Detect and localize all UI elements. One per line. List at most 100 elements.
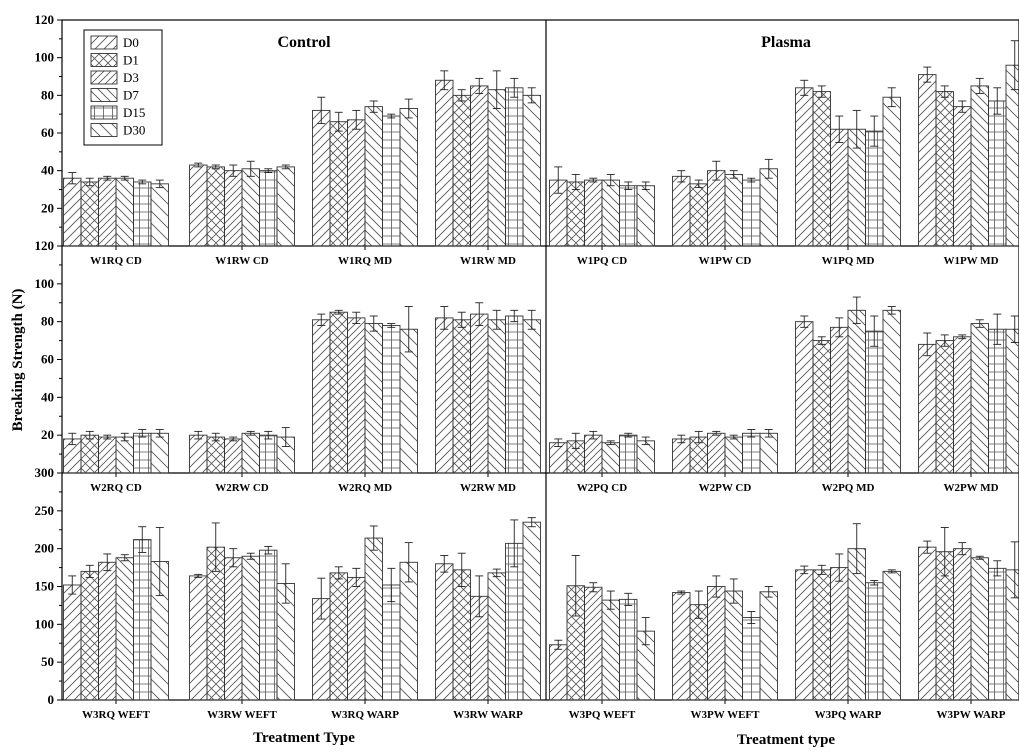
bar-d1: [330, 312, 348, 473]
bar-d15: [989, 329, 1007, 473]
bar-d3: [708, 171, 726, 246]
bar-d30: [523, 522, 541, 700]
bar-d3: [708, 587, 726, 701]
bar-d15: [989, 101, 1007, 246]
legend-label-d30: D30: [123, 123, 145, 138]
category-label: W1RQ CD: [90, 255, 142, 267]
bar-d30: [151, 184, 169, 246]
bar-d7: [971, 558, 989, 700]
bar-d1: [453, 570, 471, 700]
bar-d0: [436, 564, 454, 700]
x-axis-title-left: Treatment Type: [253, 730, 355, 746]
bar-d7: [365, 107, 383, 246]
bar-d0: [190, 435, 208, 473]
bar-d30: [637, 441, 655, 473]
bar-d3: [225, 558, 243, 700]
bar-d30: [523, 320, 541, 473]
bar-d30: [760, 433, 778, 473]
bar-d0: [919, 547, 937, 700]
y-tick-label: 100: [35, 50, 55, 65]
legend-swatch-d1: [91, 54, 117, 67]
y-tick-label: 60: [41, 352, 54, 367]
bar-d1: [81, 571, 99, 700]
bar-d30: [760, 592, 778, 700]
y-tick-label: 60: [41, 125, 54, 140]
y-tick-label: 0: [48, 692, 55, 707]
category-label: W2PQ MD: [822, 482, 875, 494]
bar-d1: [567, 182, 585, 246]
legend-swatch-d30: [91, 124, 117, 137]
category-label: W1RW CD: [215, 255, 269, 267]
bar-d1: [936, 341, 954, 473]
bar-d0: [64, 585, 82, 700]
bar-d30: [637, 186, 655, 246]
category-label: W3PW WARP: [937, 709, 1006, 721]
bar-d3: [954, 107, 972, 246]
bar-d30: [760, 169, 778, 246]
legend-label-d7: D7: [123, 88, 139, 103]
bar-d7: [116, 178, 134, 246]
bar-d0: [919, 344, 937, 473]
y-tick-label: 80: [41, 87, 54, 102]
bar-d7: [971, 324, 989, 473]
panel-title-plasma: Plasma: [761, 34, 811, 51]
bar-d15: [260, 550, 278, 700]
bar-d30: [1006, 329, 1019, 473]
bar-d1: [330, 122, 348, 246]
bar-d3: [99, 437, 117, 473]
bar-d15: [620, 435, 638, 473]
legend-label-d15: D15: [123, 105, 145, 120]
y-tick-label: 120: [35, 238, 55, 253]
bar-d30: [151, 433, 169, 473]
bar-d7: [365, 324, 383, 473]
bar-d15: [383, 585, 401, 700]
bar-d1: [81, 435, 99, 473]
y-tick-label: 150: [35, 579, 55, 594]
y-tick-label: 100: [35, 276, 55, 291]
category-label: W2PW MD: [943, 482, 998, 494]
bar-d30: [277, 167, 295, 246]
bar-d30: [523, 95, 541, 246]
bar-d0: [190, 165, 208, 246]
category-label: W3RQ WEFT: [82, 709, 151, 721]
bar-d3: [708, 433, 726, 473]
bar-d1: [813, 341, 831, 473]
bar-d15: [506, 316, 524, 473]
y-axis-title: Breaking Strength (N): [10, 289, 26, 432]
bar-d0: [796, 322, 814, 473]
bar-d15: [866, 583, 884, 700]
bar-d1: [330, 573, 348, 700]
category-label: W2RW MD: [460, 482, 516, 494]
bar-d15: [134, 540, 152, 700]
legend-swatch-d0: [91, 36, 117, 49]
category-label: W2PQ CD: [577, 482, 627, 494]
bar-d1: [936, 92, 954, 246]
bar-d3: [348, 577, 366, 700]
bar-d0: [313, 320, 331, 473]
category-label: W1PW MD: [943, 255, 998, 267]
bar-d0: [313, 110, 331, 246]
y-tick-label: 80: [41, 314, 54, 329]
bar-d3: [831, 129, 849, 246]
bar-d15: [383, 325, 401, 473]
bar-d1: [813, 570, 831, 700]
category-label: W1PW CD: [699, 255, 752, 267]
y-tick-label: 20: [41, 200, 54, 215]
bar-d15: [989, 568, 1007, 700]
legend-label-d0: D0: [123, 35, 139, 50]
bar-d0: [796, 570, 814, 700]
legend-label-d3: D3: [123, 70, 139, 85]
bar-d3: [954, 337, 972, 473]
category-label: W1PQ CD: [577, 255, 627, 267]
bar-d30: [883, 97, 901, 246]
bar-d1: [453, 320, 471, 473]
bar-d3: [585, 435, 603, 473]
bar-d7: [242, 169, 260, 246]
category-label: W3RQ WARP: [331, 709, 399, 721]
bar-d7: [242, 433, 260, 473]
bar-d3: [348, 120, 366, 246]
bar-d15: [743, 618, 761, 700]
